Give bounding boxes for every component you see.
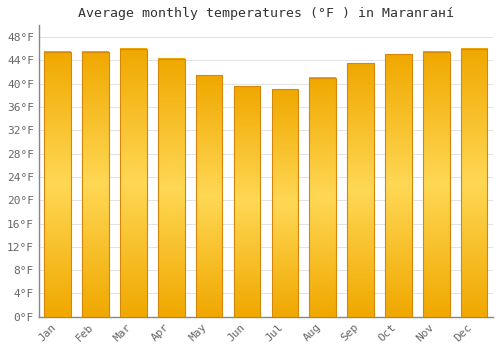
Bar [272,89,298,317]
Bar [120,49,146,317]
Bar [234,86,260,317]
Bar [348,63,374,317]
Bar [423,51,450,317]
Title: Average monthly temperatures (°F ) in Maranганí: Average monthly temperatures (°F ) in Ma… [78,7,454,20]
Bar [82,51,109,317]
Bar [461,49,487,317]
Bar [158,58,184,317]
Bar [196,75,222,317]
Bar [385,55,411,317]
Bar [310,78,336,317]
Bar [44,51,71,317]
